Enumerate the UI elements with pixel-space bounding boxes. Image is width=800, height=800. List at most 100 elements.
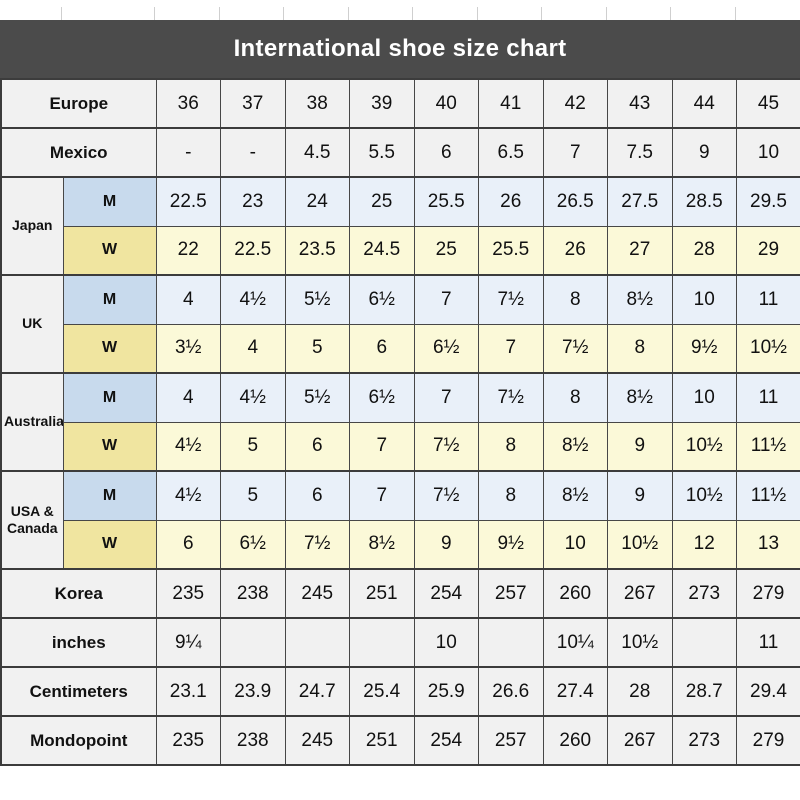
table-cell: 4½ <box>155 421 221 472</box>
table-cell: 23.9 <box>220 666 286 717</box>
column-border-stub <box>606 7 607 20</box>
table-cell: 257 <box>478 715 544 766</box>
table-cell: 6½ <box>349 372 415 423</box>
table-cell: 254 <box>413 568 479 619</box>
table-cell: 11½ <box>736 470 800 521</box>
table-cell: 7½ <box>542 323 608 374</box>
table-cell: 235 <box>155 715 221 766</box>
table-cell: 267 <box>607 715 673 766</box>
table-cell: 5½ <box>284 372 350 423</box>
table-cell: 25 <box>413 225 479 276</box>
table-cell <box>284 617 350 668</box>
table-cell: 42 <box>542 78 608 129</box>
row-label-australia: Australia <box>0 372 64 472</box>
table-cell: 37 <box>220 78 286 129</box>
table-row-japan-men: Japan M 22.5 23 24 25 25.5 26 26.5 27.5 … <box>0 176 800 276</box>
table-cell: - <box>155 127 221 178</box>
table-cell: 10½ <box>607 617 673 668</box>
column-border-stub <box>219 7 220 20</box>
table-row-inches: inches 9¼ 10 10¼ 10½ 11 <box>0 617 800 668</box>
table-cell <box>478 617 544 668</box>
table-cell: 4 <box>220 323 286 374</box>
table-cell: 7 <box>349 470 415 521</box>
table-cell: 4½ <box>220 274 286 325</box>
column-border-stub <box>412 7 413 20</box>
table-cell: 6½ <box>349 274 415 325</box>
table-cell: 13 <box>736 519 800 570</box>
table-cell: 10½ <box>671 470 737 521</box>
table-cell: 4.5 <box>284 127 350 178</box>
table-cell: 29.4 <box>736 666 800 717</box>
table-cell: 4 <box>155 274 221 325</box>
table-cell: 4½ <box>220 372 286 423</box>
column-border-stub <box>154 7 155 20</box>
table-cell: 8 <box>542 274 608 325</box>
table-cell: 24.7 <box>284 666 350 717</box>
table-cell: 27.5 <box>607 176 673 227</box>
row-label-mexico: Mexico <box>0 127 157 178</box>
table-cell: 22 <box>155 225 221 276</box>
table-cell: 9 <box>413 519 479 570</box>
table-cell: 25 <box>349 176 415 227</box>
table-cell: 8 <box>607 323 673 374</box>
table-cell: 4 <box>155 372 221 423</box>
shoe-size-chart-page: International shoe size chart Europe 36 … <box>0 7 800 766</box>
table-cell: 260 <box>542 568 608 619</box>
table-cell: 22.5 <box>220 225 286 276</box>
table-cell: 257 <box>478 568 544 619</box>
table-cell: 10½ <box>671 421 737 472</box>
table-row-usa-canada-women: W 6 6½ 7½ 8½ 9 9½ 10 10½ 12 13 <box>1 519 800 570</box>
table-cell: 251 <box>349 568 415 619</box>
table-cell: 235 <box>155 568 221 619</box>
table-cell: 10¼ <box>542 617 608 668</box>
table-cell: 279 <box>736 715 800 766</box>
table-cell: 5 <box>284 323 350 374</box>
table-cell: 43 <box>607 78 673 129</box>
table-cell: 279 <box>736 568 800 619</box>
table-cell: 9 <box>607 470 673 521</box>
table-cell: 22.5 <box>155 176 221 227</box>
table-cell: 25.5 <box>478 225 544 276</box>
table-cell: 38 <box>284 78 350 129</box>
table-cell: 6½ <box>413 323 479 374</box>
table-cell: 25.5 <box>413 176 479 227</box>
row-label-korea: Korea <box>0 568 157 619</box>
table-cell: 8½ <box>349 519 415 570</box>
table-cell: 7½ <box>478 372 544 423</box>
table-cell: 273 <box>671 568 737 619</box>
gender-label-w: W <box>62 519 157 570</box>
table-cell: 7 <box>349 421 415 472</box>
table-cell: 28.5 <box>671 176 737 227</box>
table-cell: 6 <box>349 323 415 374</box>
row-label-japan: Japan <box>0 176 64 276</box>
table-cell: 6 <box>284 470 350 521</box>
column-border-stub <box>348 7 349 20</box>
table-cell: 5.5 <box>349 127 415 178</box>
table-cell: 27 <box>607 225 673 276</box>
table-cell: 28 <box>607 666 673 717</box>
table-cell: 25.9 <box>413 666 479 717</box>
gender-label-w: W <box>62 323 157 374</box>
row-label-centimeters: Centimeters <box>0 666 157 717</box>
gender-label-m: M <box>62 372 157 423</box>
table-row-korea: Korea 235 238 245 251 254 257 260 267 27… <box>0 568 800 619</box>
table-cell: 29.5 <box>736 176 800 227</box>
table-cell: 7½ <box>413 470 479 521</box>
column-border-stub <box>477 7 478 20</box>
row-label-uk: UK <box>0 274 64 374</box>
table-cell: 40 <box>413 78 479 129</box>
table-cell: 7 <box>413 372 479 423</box>
table-cell <box>220 617 286 668</box>
row-label-inches: inches <box>0 617 157 668</box>
table-cell: 7 <box>413 274 479 325</box>
table-cell: 5½ <box>284 274 350 325</box>
table-cell: 11 <box>736 274 800 325</box>
table-cell: 10 <box>413 617 479 668</box>
table-cell: 23.1 <box>155 666 221 717</box>
table-cell: 24.5 <box>349 225 415 276</box>
table-cell: 25.4 <box>349 666 415 717</box>
table-cell: 245 <box>284 568 350 619</box>
table-cell: 7 <box>542 127 608 178</box>
table-cell: 45 <box>736 78 800 129</box>
table-cell: 41 <box>478 78 544 129</box>
